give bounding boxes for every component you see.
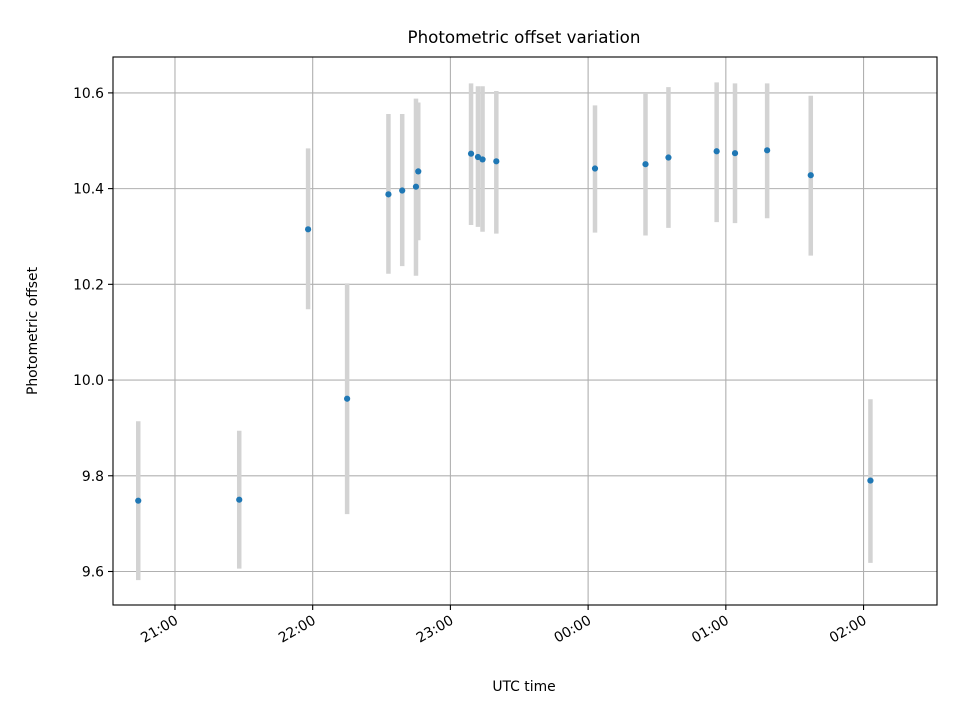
plot-frame [112,56,938,606]
data-point [467,150,475,157]
y-tick-label: 10.6 [73,86,104,102]
data-point [642,161,649,168]
data-point [479,156,486,163]
data-point [867,477,874,484]
y-tick-label: 9.8 [82,469,104,485]
data-point [344,395,351,402]
y-tick-label: 10.2 [73,277,104,293]
chart-title: Photometric offset variation [408,27,641,47]
data-point [665,154,672,161]
y-tick-layer: 9.6 9.8 10.0 10.2 10.4 10.6 [73,86,113,580]
data-point [304,226,312,233]
point-layer [135,147,874,504]
data-point [764,147,771,154]
data-point [474,153,482,161]
data-point [135,497,142,504]
y-tick-label: 10.4 [73,182,104,198]
data-point [399,187,406,194]
data-point [385,191,392,198]
y-tick-label: 9.6 [82,564,104,580]
data-point [493,158,500,165]
data-point [412,183,420,190]
data-point [236,496,243,503]
data-point [415,168,422,175]
grid-layer [113,57,937,605]
data-point [713,148,720,155]
x-axis-label: UTC time [492,679,555,695]
data-point [591,165,599,172]
y-axis-label: Photometric offset [25,266,41,395]
data-point [731,150,739,157]
data-point [807,172,814,179]
y-tick-label: 10.0 [73,373,104,389]
